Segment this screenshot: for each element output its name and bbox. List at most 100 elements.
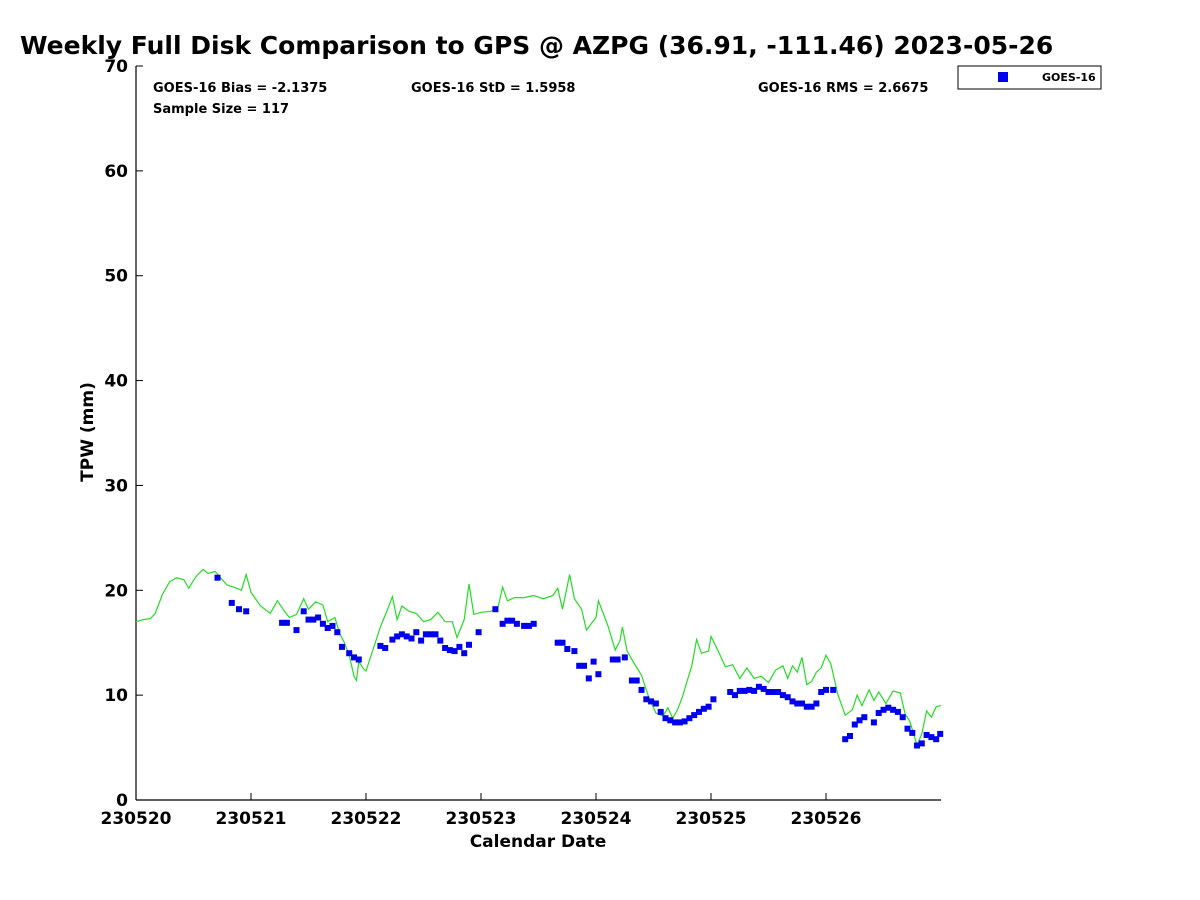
goes16-point bbox=[700, 705, 707, 712]
goes16-point bbox=[686, 715, 693, 722]
goes16-point bbox=[648, 698, 655, 705]
y-tick-label: 40 bbox=[104, 372, 128, 392]
goes16-point bbox=[696, 708, 702, 715]
goes16-point bbox=[628, 677, 635, 684]
goes16-point bbox=[652, 700, 659, 707]
goes16-point bbox=[334, 629, 341, 636]
goes16-point bbox=[408, 635, 415, 642]
goes16-point bbox=[609, 656, 616, 663]
y-axis-label: TPW (mm) bbox=[78, 382, 98, 482]
goes16-point bbox=[499, 620, 506, 627]
goes16-point bbox=[894, 708, 901, 715]
chart-title: Weekly Full Disk Comparison to GPS @ AZP… bbox=[20, 31, 1053, 60]
goes16-point bbox=[422, 631, 429, 638]
goes16-point bbox=[427, 631, 434, 638]
goes16-point bbox=[398, 631, 405, 638]
x-tick-label: 230521 bbox=[216, 809, 287, 829]
goes16-point bbox=[672, 719, 679, 726]
legend: GOES-16 bbox=[957, 65, 1102, 90]
goes16-point bbox=[904, 725, 911, 732]
goes16-point bbox=[856, 717, 863, 724]
y-tick-label: 60 bbox=[104, 162, 128, 182]
goes16-point bbox=[751, 687, 758, 694]
goes16-point bbox=[710, 696, 717, 703]
goes16-point bbox=[571, 648, 578, 655]
x-tick-label: 230523 bbox=[446, 809, 517, 829]
goes16-point bbox=[521, 622, 528, 629]
goes16-markers bbox=[214, 574, 944, 749]
goes16-point bbox=[432, 631, 439, 638]
goes16-point bbox=[676, 719, 683, 726]
goes16-point bbox=[899, 714, 906, 721]
goes16-point bbox=[621, 654, 628, 661]
goes16-point bbox=[633, 677, 640, 684]
goes16-point bbox=[442, 645, 449, 651]
goes16-point bbox=[614, 656, 621, 663]
goes16-point bbox=[875, 710, 882, 716]
goes16-point bbox=[830, 686, 837, 693]
goes16-point bbox=[847, 733, 853, 739]
goes16-point bbox=[638, 686, 645, 693]
goes16-point bbox=[799, 700, 805, 707]
goes16-point bbox=[662, 715, 669, 722]
rms-stat: GOES-16 RMS = 2.6675 bbox=[758, 81, 928, 96]
goes16-point bbox=[530, 620, 537, 627]
goes16-point bbox=[466, 641, 472, 648]
goes16-point bbox=[818, 689, 825, 695]
goes16-point bbox=[789, 698, 796, 705]
goes16-point bbox=[329, 622, 336, 629]
goes16-point bbox=[300, 608, 307, 615]
goes16-point bbox=[214, 574, 221, 581]
y-tick-label: 20 bbox=[104, 581, 128, 601]
goes16-point bbox=[554, 639, 561, 646]
goes16-point bbox=[657, 708, 664, 715]
legend-box bbox=[957, 65, 1102, 90]
x-axis-label: Calendar Date bbox=[470, 832, 607, 852]
goes16-point bbox=[446, 647, 453, 654]
goes16-point bbox=[437, 637, 444, 644]
goes16-point bbox=[403, 633, 410, 640]
goes16-point bbox=[228, 599, 235, 606]
y-tick-label: 10 bbox=[104, 686, 128, 706]
goes16-point bbox=[928, 734, 935, 741]
goes16-point bbox=[755, 683, 762, 690]
goes16-point bbox=[509, 617, 516, 624]
y-tick-label: 0 bbox=[116, 791, 128, 811]
bias-stat: GOES-16 Bias = -2.1375 bbox=[153, 81, 327, 96]
goes16-point bbox=[504, 617, 511, 624]
goes16-point bbox=[727, 689, 734, 695]
x-tick-label: 230524 bbox=[561, 809, 632, 829]
goes16-point bbox=[803, 703, 810, 710]
goes16-point bbox=[760, 685, 767, 692]
goes16-point bbox=[643, 696, 650, 703]
goes16-point bbox=[475, 629, 482, 636]
goes16-point bbox=[319, 620, 326, 627]
goes16-point bbox=[581, 662, 587, 669]
goes16-point bbox=[590, 658, 597, 665]
legend-marker-goes16 bbox=[998, 72, 1008, 82]
y-tick-label: 30 bbox=[104, 476, 128, 496]
goes16-point bbox=[585, 675, 592, 682]
goes16-point bbox=[346, 650, 353, 657]
goes16-point bbox=[880, 706, 887, 713]
goes16-point bbox=[813, 700, 820, 707]
x-tick-label: 230522 bbox=[331, 809, 402, 829]
goes16-point bbox=[315, 614, 322, 621]
goes16-point bbox=[456, 643, 463, 650]
gps-line-layer bbox=[135, 568, 942, 748]
x-tick-label: 230520 bbox=[101, 809, 172, 829]
goes16-point bbox=[377, 642, 384, 649]
x-tick-label: 230526 bbox=[791, 809, 862, 829]
goes16-point bbox=[681, 718, 688, 725]
goes16-point bbox=[513, 620, 520, 627]
goes16-point bbox=[461, 650, 468, 657]
plot-axes: 0 10 20 30 40 50 60 70 230520 230521 230522 230523 2… bbox=[101, 57, 941, 829]
goes16-point bbox=[236, 606, 242, 613]
goes16-point bbox=[667, 717, 674, 724]
goes16-point bbox=[823, 686, 829, 693]
goes16-point bbox=[564, 646, 571, 652]
goes16-point bbox=[923, 732, 930, 738]
goes16-point bbox=[918, 740, 925, 747]
goes16-point bbox=[861, 714, 868, 721]
